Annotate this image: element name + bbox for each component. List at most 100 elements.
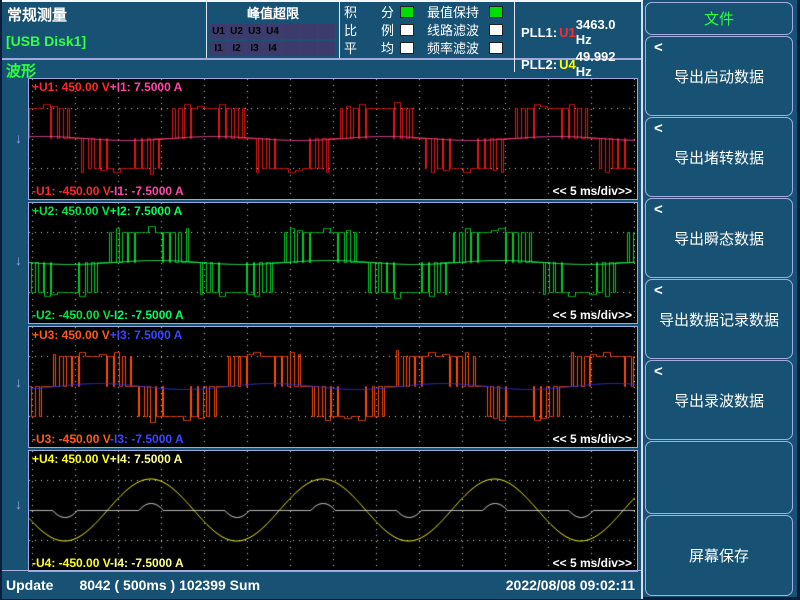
waveform-canvas-ch4 [29, 451, 635, 569]
update-label: Update [6, 576, 54, 593]
freq-filter-label: 频率滤波 [427, 41, 480, 56]
line-filter-indicator [489, 23, 503, 36]
ch4-current-range-top: +I4: 7.5000 A [109, 452, 183, 466]
ch3-voltage-range-top: +U3: 450.00 V [32, 328, 110, 342]
integration-indicator [400, 5, 414, 18]
waveform-panel-ch1: +U1: 450.00 V+I1: 7.5000 A -U1: -450.00 … [28, 78, 638, 200]
line-filter-label: 线路滤波 [427, 23, 480, 38]
status-bar: Update 8042 ( 500ms ) 102399 Sum 2022/08… [2, 570, 641, 598]
button-label: 导出瞬态数据 [673, 230, 764, 248]
peak-cell-empty [300, 24, 317, 39]
ch2-current-range-top: +I2: 7.5000 A [109, 204, 183, 218]
pll1-source: U1 [559, 24, 576, 40]
peak-over-limit-section: 峰值超限 U1 U2 U3 U4 I1 I2 I3 I4 [206, 2, 339, 58]
pll-section: PLL1: U1 3463.0 Hz PLL2: U4 49.992 Hz [514, 2, 641, 79]
peak-cell-empty [318, 41, 335, 56]
ch3-voltage-range-bottom: -U3: -450.00 V [32, 432, 111, 446]
peak-cell-u4: U4 [264, 24, 281, 39]
button-label: 导出数据记录数据 [658, 311, 779, 329]
ch1-voltage-range-bottom: -U1: -450.00 V [32, 184, 111, 198]
freq-filter-indicator [489, 41, 503, 54]
peak-cell-u3: U3 [246, 24, 263, 39]
pll2-frequency: 49.992 Hz [575, 49, 616, 79]
peak-cell-u1: U1 [210, 24, 227, 39]
peak-cell-i3: I3 [246, 41, 263, 56]
peak-over-limit-title: 峰值超限 [246, 6, 299, 21]
ch4-voltage-range-bottom: -U4: -450.00 V [32, 556, 111, 570]
chevron-left-icon: < [654, 120, 663, 137]
button-export-waveform-record-data[interactable]: < 导出录波数据 [645, 360, 793, 440]
waveform-canvas-ch2 [29, 203, 635, 321]
channel-marker-icon: ↓ [15, 374, 22, 390]
sidebar-title-file: 文件 [645, 2, 793, 35]
option-label: 平 [344, 41, 358, 56]
channel-marker-icon: ↓ [15, 496, 22, 512]
peak-cell-empty [318, 24, 335, 39]
update-count: 8042 ( 500ms ) 102399 Sum [79, 576, 261, 593]
pll1-label: PLL1: [521, 24, 558, 40]
button-label: 导出录波数据 [673, 392, 764, 410]
button-empty[interactable] [645, 441, 793, 514]
chevron-left-icon: < [654, 282, 663, 299]
peak-over-limit-grid: U1 U2 U3 U4 I1 I2 I3 I4 [210, 24, 339, 56]
button-label: 导出堵转数据 [673, 149, 764, 167]
max-hold-indicator [489, 5, 503, 18]
option-label: 积 [344, 5, 358, 20]
header-bar: 常规测量 [USB Disk1] 峰值超限 U1 U2 U3 U4 I1 I2 … [2, 2, 641, 79]
peak-cell-empty [282, 41, 299, 56]
ch3-current-range-bottom: -I3: -7.5000 A [110, 432, 184, 446]
ch4-voltage-range-top: +U4: 450.00 V [32, 452, 110, 466]
main-panel: 常规测量 [USB Disk1] 峰值超限 U1 U2 U3 U4 I1 I2 … [2, 0, 643, 599]
chevron-left-icon: < [654, 39, 663, 56]
option-label: 均 [380, 41, 394, 56]
pll1-frequency: 3463.0 Hz [575, 17, 616, 47]
measure-options-section: 积 分 最值保持 比 例 线路滤波 平 均 频率滤波 [339, 2, 514, 58]
button-export-transient-data[interactable]: < 导出瞬态数据 [645, 198, 793, 278]
pll2-label: PLL2: [521, 56, 558, 72]
ch2-timebase-label: << 5 ms/div>> [552, 308, 632, 322]
usb-disk-indicator: [USB Disk1] [6, 33, 87, 49]
ch2-voltage-range-bottom: -U2: -450.00 V [32, 308, 111, 322]
option-row-scaling: 比 例 线路滤波 [344, 21, 514, 38]
ch1-voltage-range-top: +U1: 450.00 V [32, 80, 110, 94]
option-row-integration: 积 分 最值保持 [344, 3, 514, 20]
ch3-timebase-label: << 5 ms/div>> [552, 432, 632, 446]
pll2-source: U4 [559, 56, 576, 72]
channel-marker-icon: ↓ [15, 252, 22, 268]
pll1-row: PLL1: U1 3463.0 Hz [515, 16, 641, 48]
scaling-indicator [400, 23, 414, 36]
waveform-area: +U1: 450.00 V+I1: 7.5000 A -U1: -450.00 … [28, 78, 638, 574]
button-export-locked-rotor-data[interactable]: < 导出堵转数据 [645, 117, 793, 197]
channel-marker-icon: ↓ [15, 130, 22, 146]
button-screen-save[interactable]: 屏幕保存 [645, 515, 793, 596]
option-label: 比 [344, 23, 358, 38]
page-title: 常规测量 [7, 7, 68, 24]
ch1-current-range-bottom: -I1: -7.5000 A [110, 184, 184, 198]
button-export-data-record-data[interactable]: < 导出数据记录数据 [645, 279, 793, 359]
ch4-current-range-bottom: -I4: -7.5000 A [110, 556, 184, 570]
datetime: 2022/08/08 09:02:11 [505, 576, 635, 593]
ch4-timebase-label: << 5 ms/div>> [552, 556, 632, 570]
chevron-left-icon: < [654, 363, 663, 380]
chevron-left-icon: < [654, 201, 663, 218]
button-export-startup-data[interactable]: < 导出启动数据 [645, 36, 793, 116]
peak-cell-i4: I4 [264, 41, 281, 56]
waveform-canvas-ch1 [29, 79, 635, 197]
sidebar: 文件 < 导出启动数据 < 导出堵转数据 < 导出瞬态数据 < 导出数据记录数据… [643, 0, 797, 597]
ch2-voltage-range-top: +U2: 450.00 V [32, 204, 110, 218]
pll2-row: PLL2: U4 49.992 Hz [515, 48, 641, 80]
peak-cell-i1: I1 [210, 41, 227, 56]
max-hold-label: 最值保持 [427, 5, 480, 20]
peak-cell-empty [300, 41, 317, 56]
ch2-current-range-bottom: -I2: -7.5000 A [110, 308, 184, 322]
ch1-timebase-label: << 5 ms/div>> [552, 184, 632, 198]
button-label: 屏幕保存 [688, 548, 749, 565]
peak-cell-i2: I2 [228, 41, 245, 56]
peak-cell-u2: U2 [228, 24, 245, 39]
option-label: 分 [380, 5, 394, 20]
peak-cell-empty [282, 24, 299, 39]
ch1-current-range-top: +I1: 7.5000 A [109, 80, 183, 94]
option-label: 例 [380, 23, 394, 38]
header-mode-section: 常规测量 [USB Disk1] [2, 2, 206, 58]
waveform-panel-ch3: +U3: 450.00 V+I3: 7.5000 A -U3: -450.00 … [28, 326, 638, 448]
